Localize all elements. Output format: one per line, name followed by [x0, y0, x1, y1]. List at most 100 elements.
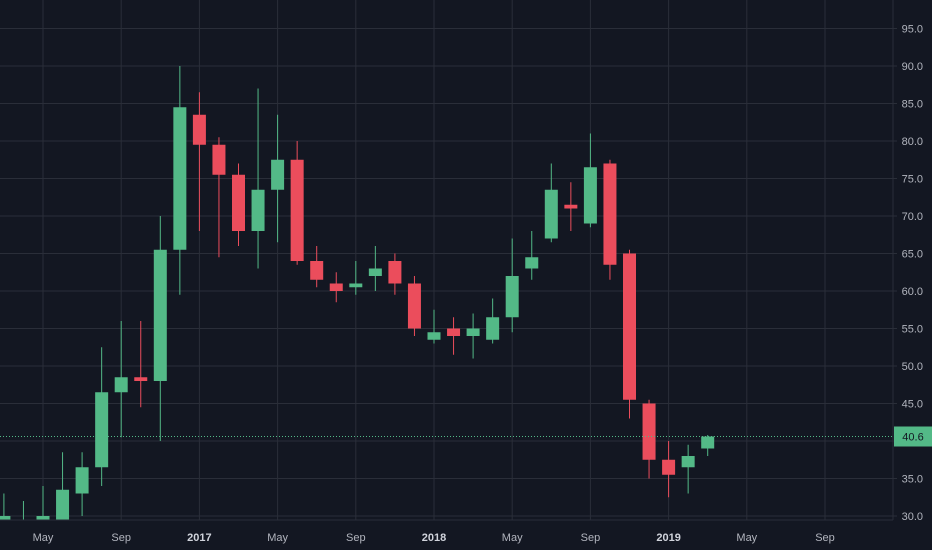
candle[interactable] — [447, 317, 461, 355]
candle-body-up — [368, 268, 382, 276]
price-tick-label: 55.0 — [902, 324, 923, 336]
time-tick-label: Sep — [111, 532, 131, 544]
candle-body-up — [681, 456, 695, 468]
candle[interactable] — [505, 238, 519, 333]
candle-body-down — [564, 204, 578, 209]
candle-body-down — [329, 283, 343, 291]
candle-body-up — [466, 328, 480, 336]
candle[interactable] — [192, 92, 206, 231]
candle-body-down — [623, 253, 636, 400]
candle-body-up — [349, 283, 363, 288]
candle-body-up — [95, 392, 109, 468]
price-tick-label: 60.0 — [902, 286, 923, 298]
candle-body-up — [0, 516, 11, 520]
candle[interactable] — [407, 276, 421, 336]
grid-lines — [0, 0, 893, 520]
time-tick-label: May — [33, 532, 54, 544]
candle[interactable] — [134, 321, 148, 408]
candle-body-down — [662, 459, 676, 475]
time-tick-label: Sep — [346, 532, 366, 544]
price-tick-label: 30.0 — [902, 511, 923, 523]
candle-body-up — [525, 257, 539, 269]
candle-body-up — [251, 189, 265, 231]
candle[interactable] — [271, 114, 285, 243]
candle[interactable] — [623, 249, 636, 419]
candle-body-up — [56, 489, 70, 520]
price-tick-label: 95.0 — [902, 24, 923, 36]
candle[interactable] — [662, 441, 676, 498]
candle-body-down — [310, 261, 324, 280]
candles-layer — [0, 66, 715, 539]
price-tick-label: 50.0 — [902, 361, 923, 373]
time-tick-label: 2019 — [656, 532, 680, 544]
candle-body-down — [603, 163, 617, 265]
candle[interactable] — [349, 261, 363, 295]
time-tick-label: 2018 — [422, 532, 446, 544]
candle-body-up — [75, 467, 89, 494]
candle[interactable] — [564, 182, 578, 231]
candle[interactable] — [36, 486, 50, 527]
candle[interactable] — [486, 298, 500, 344]
candle[interactable] — [56, 452, 70, 527]
price-tick-label: 70.0 — [902, 211, 923, 223]
candle[interactable] — [388, 253, 402, 295]
candle[interactable] — [329, 272, 343, 303]
price-tick-label: 35.0 — [902, 474, 923, 486]
candle[interactable] — [427, 309, 441, 344]
candle-body-up — [701, 436, 715, 449]
candle[interactable] — [75, 452, 89, 516]
candle[interactable] — [232, 163, 245, 247]
candle-body-up — [427, 332, 441, 340]
candle[interactable] — [95, 347, 109, 486]
candle-body-down — [407, 283, 421, 329]
candle[interactable] — [212, 137, 226, 258]
candle-body-up — [544, 189, 558, 239]
price-tick-label: 90.0 — [902, 61, 923, 73]
time-tick-label: Sep — [815, 532, 835, 544]
time-tick-label: Sep — [581, 532, 601, 544]
time-tick-label: 2017 — [187, 532, 211, 544]
candle-body-down — [642, 403, 656, 460]
candle[interactable] — [290, 141, 304, 265]
candle-body-down — [192, 114, 206, 145]
candle[interactable] — [525, 231, 539, 280]
price-tick-label: 45.0 — [902, 399, 923, 411]
candle-body-up — [153, 249, 167, 381]
candle[interactable] — [603, 159, 617, 280]
candle[interactable] — [681, 444, 695, 494]
candle-body-down — [388, 261, 402, 284]
price-tick-label: 80.0 — [902, 136, 923, 148]
candle[interactable] — [153, 216, 167, 441]
price-tick-label: 65.0 — [902, 249, 923, 261]
price-axis[interactable]: 30.035.040.045.050.055.060.065.070.075.0… — [893, 24, 932, 524]
candle-body-up — [271, 159, 285, 190]
time-tick-label: May — [267, 532, 288, 544]
candle[interactable] — [544, 163, 558, 243]
time-tick-label: May — [502, 532, 523, 544]
last-price-label: 40.6 — [902, 432, 923, 444]
price-tick-label: 85.0 — [902, 99, 923, 111]
candle[interactable] — [701, 435, 715, 456]
candle-body-down — [290, 159, 304, 261]
candle[interactable] — [114, 321, 128, 438]
candle[interactable] — [583, 133, 597, 228]
time-axis[interactable]: May Sep 2017 May Sep 2018 May Sep 2019 May Sep — [33, 532, 835, 544]
candle-body-up — [114, 377, 128, 393]
candle-body-up — [505, 276, 519, 318]
candle[interactable] — [0, 493, 11, 539]
candle-body-up — [486, 317, 500, 340]
candle[interactable] — [251, 88, 265, 269]
candle[interactable] — [642, 399, 656, 479]
candle-body-down — [232, 174, 245, 231]
candle[interactable] — [173, 66, 187, 295]
candle-body-up — [583, 167, 597, 224]
candle-body-down — [212, 144, 226, 175]
candle-body-down — [134, 377, 148, 381]
time-tick-label: May — [736, 532, 757, 544]
candle[interactable] — [466, 313, 480, 359]
candle[interactable] — [368, 246, 382, 291]
candle[interactable] — [310, 246, 324, 288]
